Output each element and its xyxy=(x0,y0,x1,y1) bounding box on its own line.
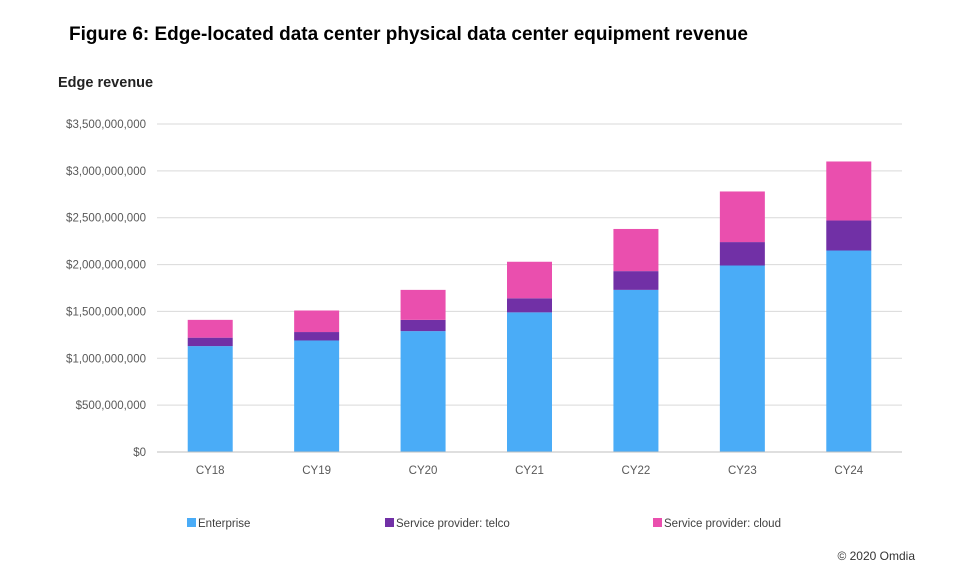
y-axis-title: Edge revenue xyxy=(58,75,154,91)
bar-segment-service-provider-telco xyxy=(187,337,233,347)
x-tick-label: CY18 xyxy=(196,465,225,477)
bar-segment-service-provider-cloud xyxy=(613,228,659,272)
legend-swatch xyxy=(385,518,394,527)
y-tick-label: $2,000,000,000 xyxy=(66,260,146,272)
bar-segment-service-provider-telco xyxy=(719,242,765,266)
bar-segment-service-provider-cloud xyxy=(187,319,233,338)
x-tick-label: CY24 xyxy=(834,465,863,477)
bar-segment-service-provider-telco xyxy=(507,298,552,313)
bar-segment-service-provider-cloud xyxy=(826,161,872,221)
bar-segment-service-provider-telco xyxy=(294,332,340,341)
x-tick-label: CY21 xyxy=(515,465,544,477)
y-tick-label: $0 xyxy=(133,447,146,459)
x-axis-ticks: CY18 CY19 CY20 CY21 CY22 CY23 CY24 xyxy=(196,465,864,477)
bar-segment-service-provider-cloud xyxy=(507,261,552,299)
figure-title: Figure 6: Edge-located data center physi… xyxy=(69,24,748,45)
bar-segment-enterprise xyxy=(507,312,552,452)
copyright-note: © 2020 Omdia xyxy=(837,549,915,563)
bar-segment-service-provider-telco xyxy=(826,220,872,251)
x-tick-label: CY20 xyxy=(409,465,438,477)
legend-swatch xyxy=(653,518,662,527)
legend-label: Enterprise xyxy=(198,518,250,530)
y-tick-label: $3,500,000,000 xyxy=(66,119,146,131)
gridlines xyxy=(157,123,902,406)
legend: Enterprise Service provider: telco Service… xyxy=(187,518,781,530)
x-tick-label: CY23 xyxy=(728,465,757,477)
bar-segment-service-provider-cloud xyxy=(719,191,765,243)
bars xyxy=(187,161,872,452)
y-axis-ticks: $0 $500,000,000 $1,000,000,000 $1,500,000,0… xyxy=(66,119,146,459)
legend-label: Service provider: cloud xyxy=(664,518,781,530)
x-tick-label: CY22 xyxy=(622,465,651,477)
y-tick-label: $3,000,000,000 xyxy=(66,166,146,178)
bar-segment-enterprise xyxy=(187,346,233,452)
bar-segment-enterprise xyxy=(400,331,446,452)
bar-segment-enterprise xyxy=(294,340,340,452)
legend-label: Service provider: telco xyxy=(396,518,510,530)
bar-segment-service-provider-telco xyxy=(613,271,659,290)
bar-segment-service-provider-telco xyxy=(400,319,446,332)
x-tick-label: CY19 xyxy=(302,465,331,477)
y-tick-label: $500,000,000 xyxy=(76,400,146,412)
bar-segment-enterprise xyxy=(826,250,872,452)
bar-segment-enterprise xyxy=(719,265,765,452)
y-tick-label: $1,000,000,000 xyxy=(66,353,146,365)
y-tick-label: $2,500,000,000 xyxy=(66,213,146,225)
legend-swatch xyxy=(187,518,196,527)
bar-segment-enterprise xyxy=(613,289,659,452)
bar-segment-service-provider-cloud xyxy=(294,310,340,333)
y-tick-label: $1,500,000,000 xyxy=(66,306,146,318)
bar-segment-service-provider-cloud xyxy=(400,289,446,320)
